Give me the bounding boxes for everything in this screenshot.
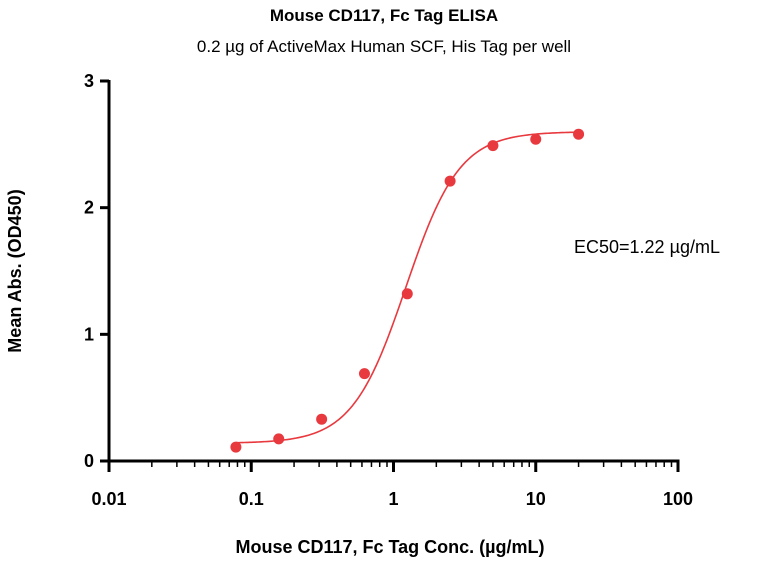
data-point: [273, 433, 285, 445]
y-axis-label: Mean Abs. (OD450): [5, 189, 25, 352]
x-tick-label: 10: [526, 489, 546, 509]
data-point: [444, 175, 456, 187]
y-tick-label: 1: [84, 324, 94, 344]
fit-curve: [235, 131, 579, 444]
y-tick-label: 3: [84, 71, 94, 91]
chart-title: Mouse CD117, Fc Tag ELISA: [270, 6, 498, 25]
ec50-annotation: EC50=1.22 µg/mL: [574, 237, 720, 257]
y-tick-label: 0: [84, 451, 94, 471]
chart-subtitle: 0.2 µg of ActiveMax Human SCF, His Tag p…: [197, 37, 571, 56]
data-point: [316, 413, 328, 425]
y-tick-label: 2: [84, 198, 94, 218]
data-point: [230, 441, 242, 453]
y-axis-ticks: 0 1 2 3: [84, 71, 109, 471]
data-point: [573, 128, 585, 140]
x-tick-label: 0.01: [91, 489, 126, 509]
data-point: [401, 288, 413, 300]
x-axis-label: Mouse CD117, Fc Tag Conc. (µg/mL): [235, 537, 544, 557]
data-points: [230, 128, 585, 453]
data-point: [530, 133, 542, 145]
data-point: [358, 368, 370, 380]
data-point: [487, 140, 499, 152]
x-tick-label: 1: [388, 489, 398, 509]
x-tick-label: 0.1: [239, 489, 264, 509]
x-axis-ticks: 0.01 0.1 1 10 100: [91, 461, 693, 509]
x-tick-label: 100: [663, 489, 693, 509]
